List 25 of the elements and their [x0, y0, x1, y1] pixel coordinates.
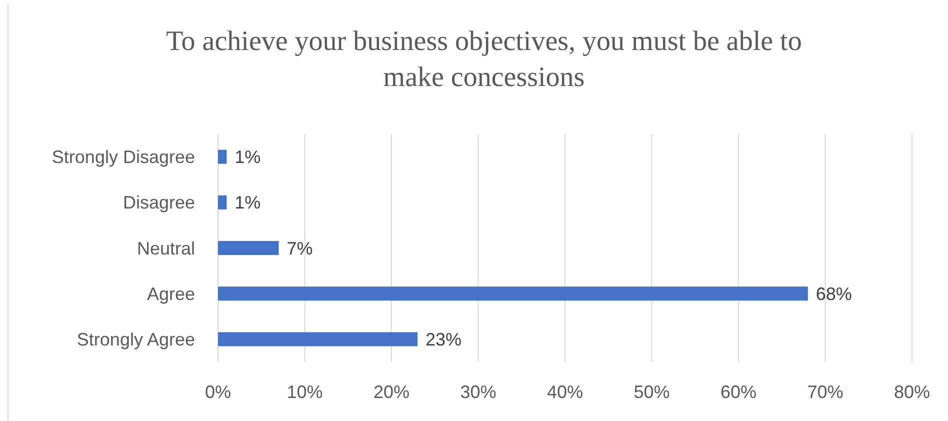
chart-title: To achieve your business objectives, you must be able to make concessions	[166, 26, 802, 93]
x-tick-label: 70%	[807, 382, 844, 402]
x-tick-label: 0%	[204, 382, 232, 402]
x-tick-label: 80%	[894, 382, 930, 402]
bar	[218, 195, 227, 210]
x-tick-label: 50%	[634, 382, 670, 402]
bar	[218, 286, 808, 301]
data-label: 7%	[286, 238, 313, 258]
x-tick-label: 60%	[720, 382, 757, 402]
x-tick-label: 40%	[546, 382, 584, 402]
x-tick-label: 10%	[286, 382, 323, 402]
bar	[218, 332, 418, 346]
y-tick-label: Strongly Agree	[76, 330, 195, 350]
bar	[218, 150, 227, 164]
data-label: 1%	[234, 147, 261, 168]
data-label: 68%	[816, 284, 852, 304]
data-label: 1%	[234, 192, 261, 213]
bar	[218, 241, 279, 255]
y-tick-label: Neutral	[136, 238, 195, 258]
y-tick-label: Strongly Disagree	[52, 147, 195, 168]
x-tick-label: 20%	[373, 382, 410, 402]
y-tick-label: Agree	[146, 284, 195, 304]
x-tick-label: 30%	[460, 382, 496, 402]
data-label: 23%	[426, 330, 462, 350]
y-tick-label: Disagree	[122, 192, 195, 213]
